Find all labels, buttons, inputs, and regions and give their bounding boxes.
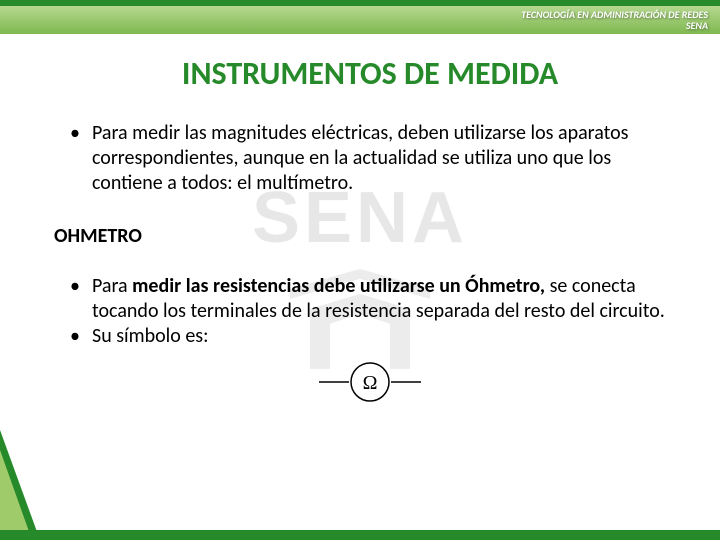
slide-content: INSTRUMENTOS DE MEDIDA Para medir las ma… <box>0 34 720 420</box>
subheading-ohmetro: OHMETRO <box>54 224 670 248</box>
list-item: Para medir las resistencias debe utiliza… <box>70 274 670 324</box>
svg-text:Ω: Ω <box>363 372 378 394</box>
header-line1: TECNOLOGÍA EN ADMINISTRACIÓN DE REDES <box>521 8 708 21</box>
header-line2: SENA <box>686 19 708 32</box>
p2-bold: medir las resistencias debe utilizarse u… <box>132 274 545 298</box>
ohm-symbol-container: Ω <box>70 359 670 410</box>
bullet-list-2: Para medir las resistencias debe utiliza… <box>70 274 670 349</box>
bottom-left-triangle-icon <box>0 430 40 540</box>
header-program-label: TECNOLOGÍA EN ADMINISTRACIÓN DE REDES SE… <box>521 9 708 31</box>
list-item: Para medir las magnitudes eléctricas, de… <box>70 121 670 196</box>
bullet-list-1: Para medir las magnitudes eléctricas, de… <box>70 121 670 196</box>
p2-prefix: Para <box>92 274 132 298</box>
ohmmeter-symbol-icon: Ω <box>315 359 425 405</box>
page-title: INSTRUMENTOS DE MEDIDA <box>70 54 670 93</box>
bottom-green-bar <box>0 530 720 540</box>
list-item: Su símbolo es: <box>70 324 670 349</box>
header-gradient-strip: TECNOLOGÍA EN ADMINISTRACIÓN DE REDES SE… <box>0 6 720 34</box>
